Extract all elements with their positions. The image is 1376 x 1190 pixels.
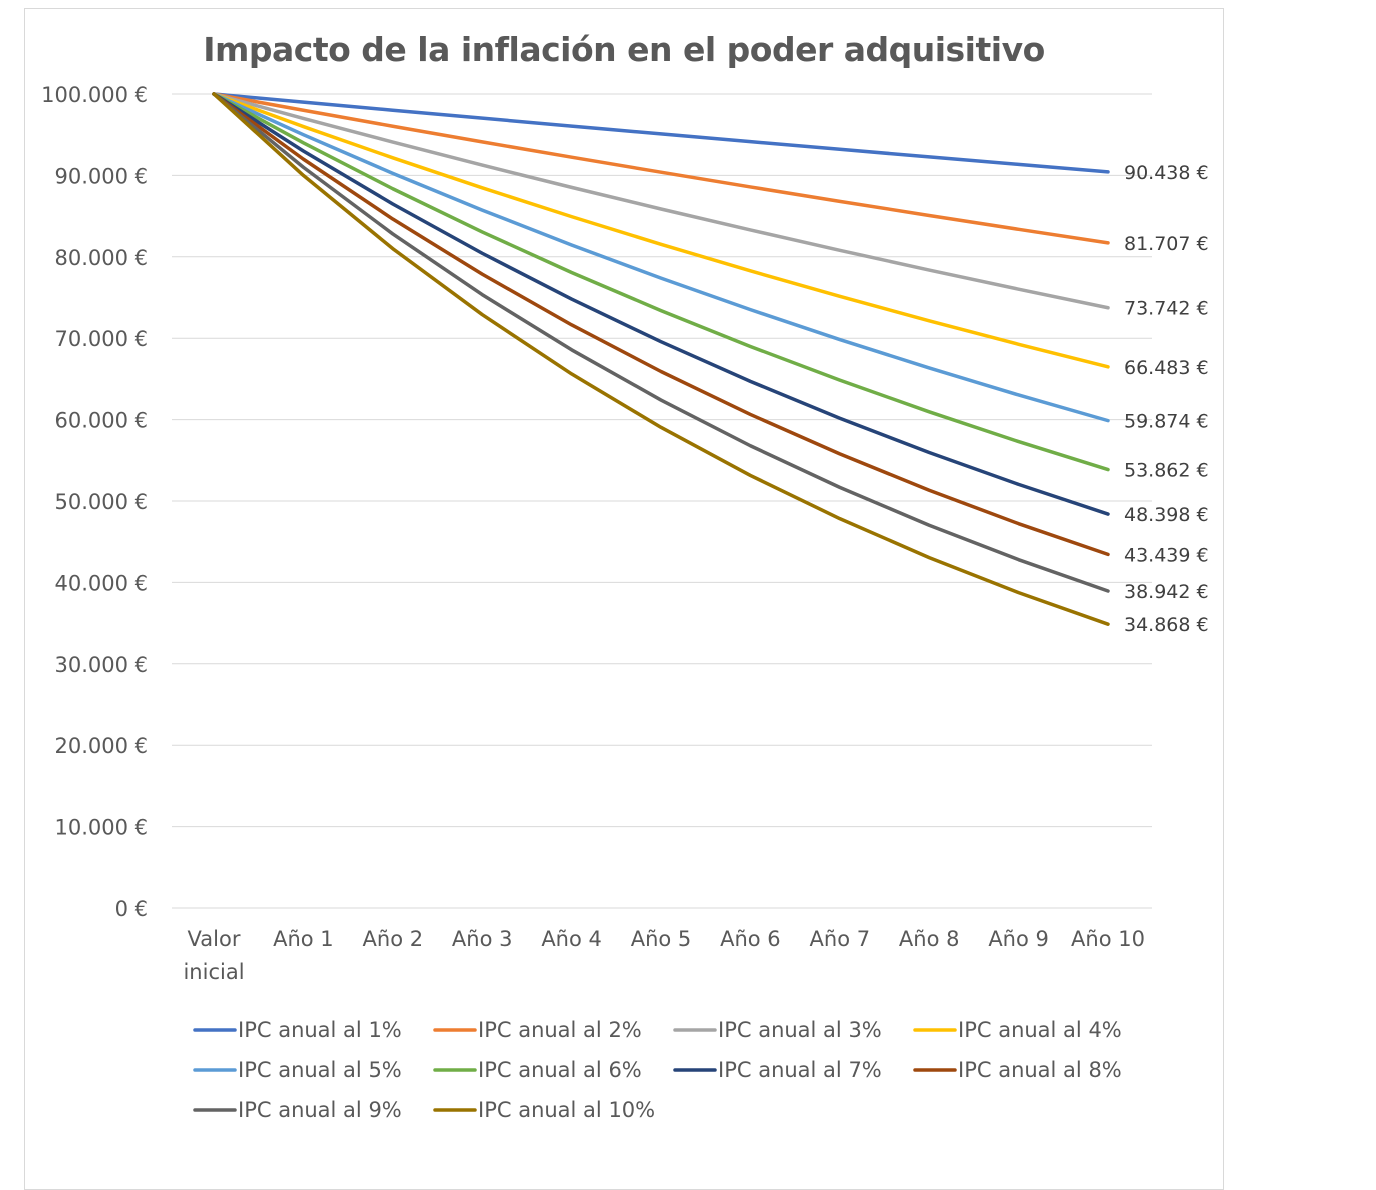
y-tick-label: 30.000 € xyxy=(54,653,148,677)
x-tick-label: Año 10 xyxy=(1071,927,1145,951)
x-tick-label: Año 7 xyxy=(810,927,871,951)
x-tick-label: Año 8 xyxy=(899,927,960,951)
series-line-4 xyxy=(212,92,1110,369)
x-tick-label: Año 6 xyxy=(720,927,781,951)
legend-label: IPC anual al 3% xyxy=(718,1018,882,1042)
data-label: 34.868 € xyxy=(1124,614,1209,636)
y-tick-label: 100.000 € xyxy=(41,83,148,107)
legend-label: IPC anual al 4% xyxy=(958,1018,1122,1042)
series-line-5 xyxy=(212,92,1110,423)
series-line-8 xyxy=(212,92,1110,557)
x-tick-label: Año 2 xyxy=(363,927,424,951)
legend-label: IPC anual al 8% xyxy=(958,1058,1122,1082)
y-tick-label: 10.000 € xyxy=(54,816,148,840)
data-label: 43.439 € xyxy=(1124,544,1209,566)
chart-title: Impacto de la inflación en el poder adqu… xyxy=(203,30,1045,69)
legend-item: IPC anual al 4% xyxy=(913,1018,1122,1042)
y-tick-label: 80.000 € xyxy=(54,246,148,270)
x-tick-label: inicial xyxy=(183,960,244,984)
x-tick-label: Año 9 xyxy=(988,927,1049,951)
y-tick-label: 20.000 € xyxy=(54,734,148,758)
data-label: 38.942 € xyxy=(1124,581,1209,603)
y-tick-label: 40.000 € xyxy=(54,571,148,595)
legend-item: IPC anual al 2% xyxy=(433,1018,642,1042)
y-axis: 0 € 10.000 € 20.000 € 30.000 € 40.000 € 50.00… xyxy=(41,83,148,921)
y-tick-label: 0 € xyxy=(115,897,148,921)
data-label: 53.862 € xyxy=(1124,460,1209,482)
data-label: 59.874 € xyxy=(1124,411,1209,433)
y-tick-label: 70.000 € xyxy=(54,327,148,351)
legend-item: IPC anual al 6% xyxy=(433,1058,642,1082)
series-line-3 xyxy=(212,92,1110,310)
legend-label: IPC anual al 1% xyxy=(238,1018,402,1042)
chart-area xyxy=(24,8,1224,1190)
series-line-9 xyxy=(212,92,1110,593)
data-label: 48.398 € xyxy=(1124,504,1209,526)
data-labels: 90.438 € 81.707 € 73.742 € 66.483 € 59.874 €… xyxy=(1124,162,1209,636)
series-line-2 xyxy=(212,92,1110,245)
data-label: 66.483 € xyxy=(1124,357,1209,379)
legend-item: IPC anual al 9% xyxy=(193,1098,402,1122)
legend-label: IPC anual al 9% xyxy=(238,1098,402,1122)
x-tick-label: Año 3 xyxy=(452,927,513,951)
series-line-1 xyxy=(212,92,1110,174)
data-label: 81.707 € xyxy=(1124,233,1209,255)
x-tick-label: Año 1 xyxy=(273,927,334,951)
legend-label: IPC anual al 6% xyxy=(478,1058,642,1082)
legend-label: IPC anual al 5% xyxy=(238,1058,402,1082)
legend-item: IPC anual al 7% xyxy=(673,1058,882,1082)
data-label: 90.438 € xyxy=(1124,162,1209,184)
y-tick-label: 90.000 € xyxy=(54,164,148,188)
series-line-6 xyxy=(212,92,1110,472)
legend-label: IPC anual al 10% xyxy=(478,1098,655,1122)
legend-item: IPC anual al 10% xyxy=(433,1098,655,1122)
x-tick-label: Año 4 xyxy=(541,927,602,951)
y-tick-label: 60.000 € xyxy=(54,409,148,433)
x-tick-label: Año 5 xyxy=(631,927,692,951)
legend-label: IPC anual al 2% xyxy=(478,1018,642,1042)
x-tick-label: Valor xyxy=(188,927,241,951)
legend-item: IPC anual al 3% xyxy=(673,1018,882,1042)
legend: IPC anual al 1% IPC anual al 2% IPC anual … xyxy=(193,1018,1122,1122)
series-line-10 xyxy=(212,92,1110,626)
x-axis: Valor inicial Año 1 Año 2 Año 3 Año 4 Año 5 Año… xyxy=(183,927,1144,984)
gridlines xyxy=(172,93,1152,909)
legend-item: IPC anual al 5% xyxy=(193,1058,402,1082)
data-label: 73.742 € xyxy=(1124,298,1209,320)
series-line-7 xyxy=(212,92,1110,516)
series-lines xyxy=(212,92,1110,626)
y-tick-label: 50.000 € xyxy=(54,490,148,514)
legend-label: IPC anual al 7% xyxy=(718,1058,882,1082)
legend-item: IPC anual al 1% xyxy=(193,1018,402,1042)
legend-item: IPC anual al 8% xyxy=(913,1058,1122,1082)
